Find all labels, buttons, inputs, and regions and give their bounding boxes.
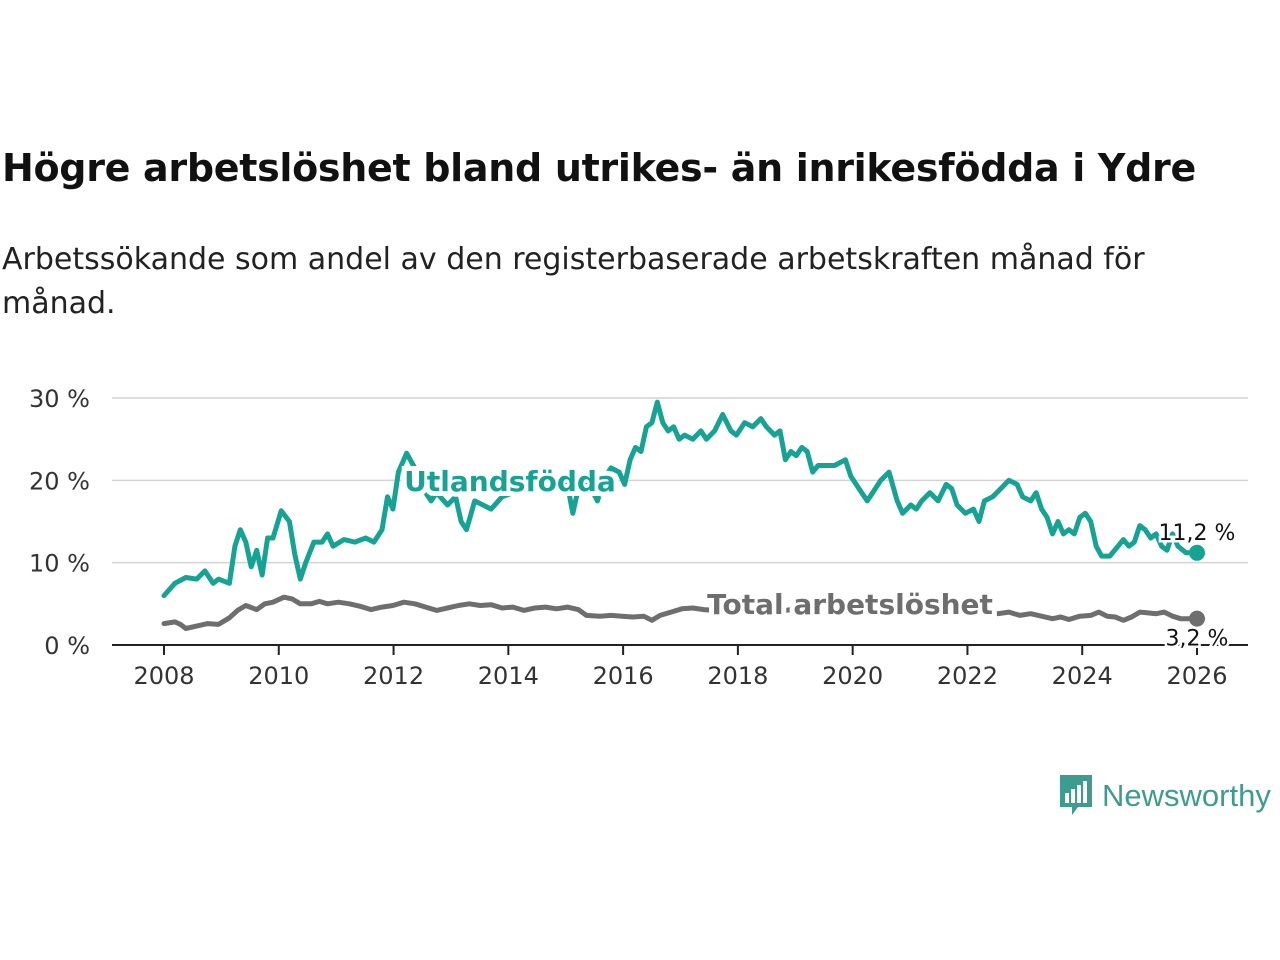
- y-tick-label: 30 %: [29, 385, 90, 413]
- x-tick-label: 2014: [478, 662, 539, 690]
- series-label-total: Total arbetslöshet: [707, 588, 993, 621]
- x-tick-label: 2012: [363, 662, 424, 690]
- y-tick-label: 10 %: [29, 550, 90, 578]
- x-tick-label: 2010: [248, 662, 309, 690]
- series-end-value-label: 3,2 %: [1166, 627, 1229, 652]
- x-tick-label: 2020: [822, 662, 883, 690]
- series-endpoint-utlandsfodda: [1189, 544, 1205, 561]
- y-tick-label: 0 %: [44, 632, 90, 660]
- gridlines: [112, 397, 1248, 564]
- series-line-total: [161, 594, 1200, 631]
- newsworthy-logo-icon: [1060, 775, 1092, 815]
- x-tick-label: 2026: [1166, 662, 1227, 690]
- brand-name: Newsworthy: [1102, 778, 1271, 813]
- x-tick-label: 2022: [937, 662, 998, 690]
- series-labels: Utlandsfödda Total arbetslöshet: [399, 460, 998, 626]
- x-tick-label: 2018: [707, 662, 768, 690]
- series-end-value-label: 11,2 %: [1159, 521, 1236, 546]
- newsworthy-brand[interactable]: Newsworthy: [1058, 772, 1271, 820]
- chart-subtitle: Arbetssökande som andel av den registerb…: [2, 242, 1145, 321]
- x-axis: 2008 2010 2012 2014 2016 2018 2020 2022 2024 2026: [112, 644, 1248, 690]
- chart-title: Högre arbetslöshet bland utrikes- än inr…: [2, 146, 1196, 190]
- x-tick-label: 2008: [133, 662, 194, 690]
- series-endpoint-total: [1189, 610, 1205, 627]
- y-tick-label: 20 %: [29, 467, 90, 495]
- series-label-utlandsfodda: Utlandsfödda: [404, 465, 616, 498]
- y-axis-ticks: 0 % 10 % 20 % 30 %: [29, 385, 90, 660]
- chart-series: 3,2 % 11,2 %: [161, 399, 1238, 654]
- series-line-utlandsfodda: [161, 399, 1200, 599]
- x-tick-label: 2024: [1052, 662, 1113, 690]
- x-tick-label: 2016: [593, 662, 654, 690]
